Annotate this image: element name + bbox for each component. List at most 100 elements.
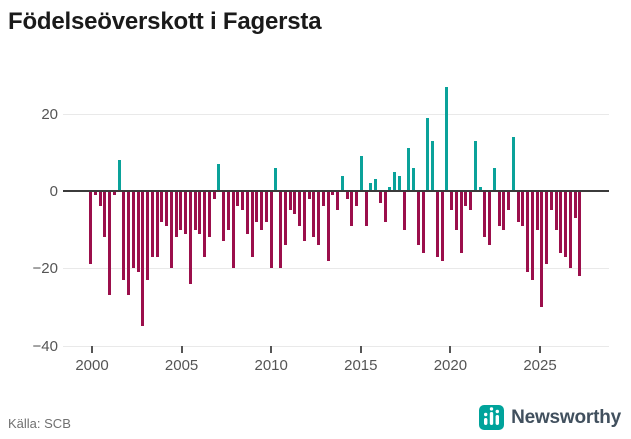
- x-axis-label-2020: 2020: [433, 357, 468, 374]
- bar-2009Q2: [264, 191, 268, 222]
- bar-2004Q2: [169, 191, 173, 269]
- bar-2013Q3: [345, 191, 349, 199]
- bar-2018Q1: [431, 140, 435, 191]
- bar-2011Q1: [298, 191, 302, 226]
- bar-2009Q3: [269, 191, 273, 269]
- bar-2021Q1: [488, 191, 492, 246]
- x-axis-tick-2000: [91, 346, 93, 353]
- bar-2015Q1: [374, 179, 378, 191]
- x-axis-label-2000: 2000: [75, 357, 109, 374]
- bar-2008Q3: [250, 191, 254, 257]
- bar-2024Q2: [549, 191, 553, 211]
- bar-2014Q3: [364, 191, 368, 226]
- bar-2005Q3: [193, 191, 197, 230]
- bar-2020Q3: [478, 187, 482, 191]
- bar-2013Q1: [336, 191, 340, 211]
- bar-2007Q1: [222, 191, 226, 242]
- bar-2017Q1: [412, 167, 416, 191]
- x-axis-tick-2025: [539, 346, 541, 353]
- bar-2002Q2: [131, 191, 135, 269]
- bar-2007Q3: [231, 191, 235, 269]
- bar-2001Q3: [117, 160, 121, 191]
- brand-logo[interactable]: Newsworthy: [479, 405, 621, 430]
- bar-2020Q2: [473, 140, 477, 191]
- brand-name: Newsworthy: [511, 406, 621, 428]
- bar-2020Q1: [469, 191, 473, 211]
- bar-2019Q1: [450, 191, 454, 211]
- bar-2018Q3: [440, 191, 444, 261]
- bar-2014Q2: [359, 156, 363, 191]
- bar-2015Q4: [388, 187, 392, 191]
- bar-2025Q1: [564, 191, 568, 257]
- bar-2022Q1: [507, 191, 511, 211]
- bar-2024Q1: [545, 191, 549, 265]
- bar-2000Q1: [89, 191, 93, 265]
- bar-2010Q2: [283, 191, 287, 246]
- bar-2025Q2: [568, 191, 572, 269]
- bar-2001Q2: [112, 191, 116, 195]
- bar-2021Q4: [502, 191, 506, 230]
- bar-2008Q1: [241, 191, 245, 211]
- bar-2023Q2: [530, 191, 534, 280]
- bar-2020Q4: [483, 191, 487, 238]
- bar-2021Q2: [492, 167, 496, 191]
- bar-2012Q1: [317, 191, 321, 246]
- bar-2017Q2: [416, 191, 420, 246]
- bar-2008Q2: [245, 191, 249, 234]
- bar-2016Q1: [393, 171, 397, 191]
- bar-2003Q2: [150, 191, 154, 257]
- bar-2004Q1: [165, 191, 169, 226]
- plot-area: 20 0 −20 −40 2000 2005 2010 2015 2020 2025: [33, 85, 609, 374]
- gridline-y-20: [63, 113, 609, 115]
- bar-2006Q1: [203, 191, 207, 257]
- bar-2023Q3: [535, 191, 539, 230]
- y-axis-label-0: 0: [49, 183, 58, 200]
- bar-2012Q3: [326, 191, 330, 261]
- bar-2006Q2: [207, 191, 211, 238]
- bar-2003Q4: [160, 191, 164, 222]
- source-label: Källa: SCB: [8, 416, 71, 431]
- bar-2010Q1: [279, 191, 283, 269]
- bar-2007Q4: [236, 191, 240, 207]
- x-axis-label-2005: 2005: [164, 357, 199, 374]
- bar-2000Q4: [103, 191, 107, 238]
- bar-2019Q2: [454, 191, 458, 230]
- bar-2016Q4: [407, 148, 411, 191]
- y-axis-label-20: 20: [41, 105, 58, 123]
- bar-2000Q2: [93, 191, 97, 195]
- bar-2011Q2: [302, 191, 306, 242]
- x-axis-label-2025: 2025: [523, 357, 557, 374]
- bar-2000Q3: [98, 191, 102, 207]
- bar-2010Q4: [293, 191, 297, 215]
- bar-2017Q4: [426, 117, 430, 191]
- bar-2008Q4: [255, 191, 259, 222]
- bar-2023Q1: [526, 191, 530, 273]
- bar-2022Q2: [511, 136, 515, 191]
- y-axis-label--40: −40: [32, 337, 58, 355]
- x-axis-zero-line: [63, 190, 609, 192]
- bar-2014Q4: [369, 183, 373, 191]
- bar-2006Q3: [212, 191, 216, 199]
- bar-2022Q4: [521, 191, 525, 226]
- bar-2025Q4: [578, 191, 582, 277]
- x-axis-tick-2020: [449, 346, 452, 353]
- bar-2015Q3: [383, 191, 387, 222]
- x-axis-tick-2015: [359, 346, 362, 353]
- bar-2007Q2: [226, 191, 230, 230]
- bar-2024Q3: [554, 191, 558, 230]
- bar-2005Q4: [198, 191, 202, 234]
- bar-2002Q1: [127, 191, 131, 296]
- bar-2018Q4: [445, 86, 449, 191]
- bar-2009Q1: [260, 191, 264, 230]
- bar-2006Q4: [217, 163, 221, 191]
- bar-2002Q3: [136, 191, 140, 273]
- bar-2022Q3: [516, 191, 520, 222]
- x-axis-label-2015: 2015: [344, 357, 378, 374]
- y-axis-label--20: −20: [32, 260, 58, 278]
- bar-2012Q2: [321, 191, 325, 207]
- bar-2018Q2: [435, 191, 439, 257]
- x-axis-label-2010: 2010: [254, 357, 288, 374]
- bar-2015Q2: [378, 191, 382, 203]
- bar-2003Q3: [155, 191, 159, 257]
